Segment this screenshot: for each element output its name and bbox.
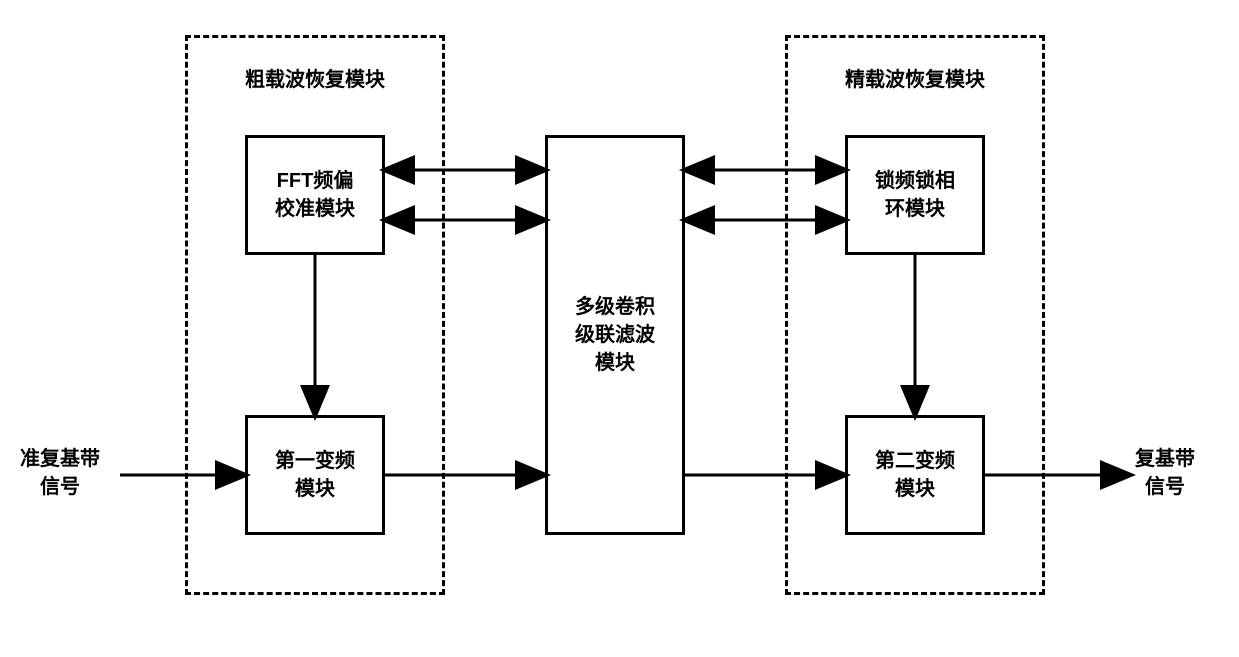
freq1-module-box: 第一变频模块 [245,415,385,535]
fine-title: 精载波恢复模块 [788,63,1042,92]
freq2-module-label: 第二变频模块 [875,447,955,503]
coarse-title: 粗载波恢复模块 [188,63,442,92]
output-signal-text: 复基带信号 [1135,448,1195,498]
output-signal-label: 复基带信号 [1135,445,1195,501]
pll-module-box: 锁频锁相环模块 [845,135,985,255]
freq2-module-box: 第二变频模块 [845,415,985,535]
filter-module-box: 多级卷积级联滤波模块 [545,135,685,535]
freq1-module-label: 第一变频模块 [275,447,355,503]
filter-module-label: 多级卷积级联滤波模块 [575,293,655,377]
fft-module-box: FFT频偏校准模块 [245,135,385,255]
pll-module-label: 锁频锁相环模块 [875,167,955,223]
input-signal-text: 准复基带信号 [20,448,100,498]
fft-module-label: FFT频偏校准模块 [275,167,355,223]
block-diagram: 粗载波恢复模块 精载波恢复模块 FFT频偏校准模块 第一变频模块 多级卷积级联滤… [0,0,1239,657]
input-signal-label: 准复基带信号 [20,445,100,501]
